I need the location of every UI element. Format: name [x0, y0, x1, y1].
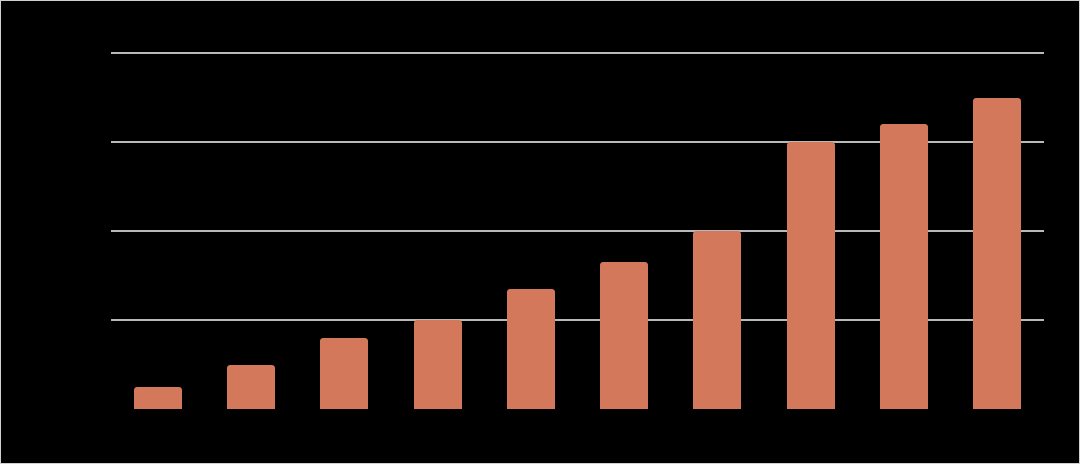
gridline: [111, 141, 1044, 143]
bar: [320, 337, 369, 409]
bar: [693, 231, 742, 409]
bar: [880, 124, 929, 409]
bar: [133, 386, 182, 409]
bar: [506, 288, 555, 409]
bar: [413, 320, 462, 409]
bar: [973, 97, 1022, 409]
bar: [600, 262, 649, 409]
gridline: [111, 319, 1044, 321]
gridline: [111, 52, 1044, 54]
bar: [226, 364, 275, 409]
bar: [786, 142, 835, 409]
gridline: [111, 230, 1044, 232]
bar-series: [111, 53, 1044, 409]
bar-chart-plot-area: [111, 52, 1044, 409]
